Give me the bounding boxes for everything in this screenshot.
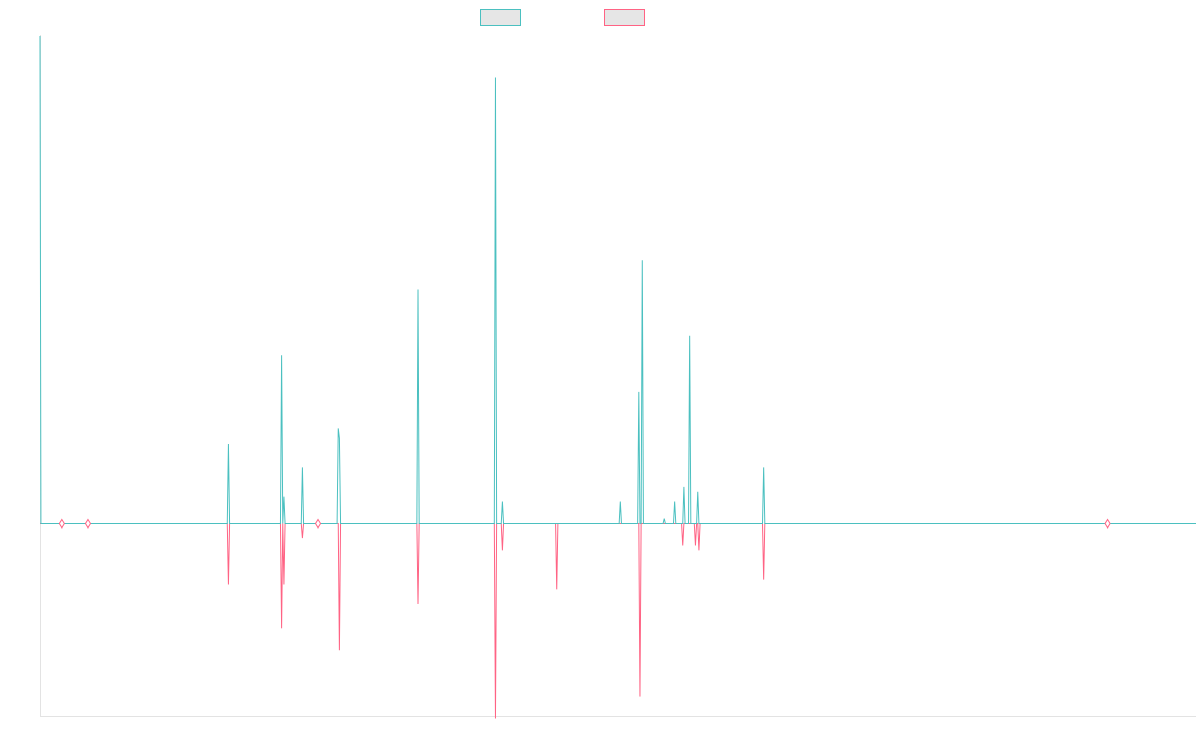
series-line-1 xyxy=(39,35,1196,524)
point-marker-1 xyxy=(58,518,65,529)
point-marker-3 xyxy=(314,518,322,529)
legend-swatch-series-1[interactable] xyxy=(480,9,521,26)
legend-swatch-series-2[interactable] xyxy=(604,9,645,26)
legend xyxy=(480,9,645,26)
plot-area xyxy=(39,35,1196,719)
axes xyxy=(40,35,1196,717)
point-marker-4 xyxy=(1104,518,1111,529)
point-marker-2 xyxy=(84,518,92,529)
series-line-2 xyxy=(40,523,1196,719)
